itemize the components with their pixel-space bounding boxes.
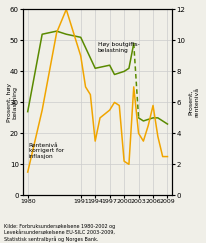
Text: Rentenivå
korrigert for
inflasjon: Rentenivå korrigert for inflasjon [29,143,64,159]
Y-axis label: Prosent, høy
belastning: Prosent, høy belastning [7,83,18,122]
Y-axis label: Prosent,
rentenivå: Prosent, rentenivå [188,87,199,117]
Text: Kilde: Forbruksundersøkelsene 1980-2002 og
Levekårsundersøkelsene EU-SILC 2003-2: Kilde: Forbruksundersøkelsene 1980-2002 … [4,224,115,242]
Text: Høy boutgifts-
belastning: Høy boutgifts- belastning [98,42,139,53]
